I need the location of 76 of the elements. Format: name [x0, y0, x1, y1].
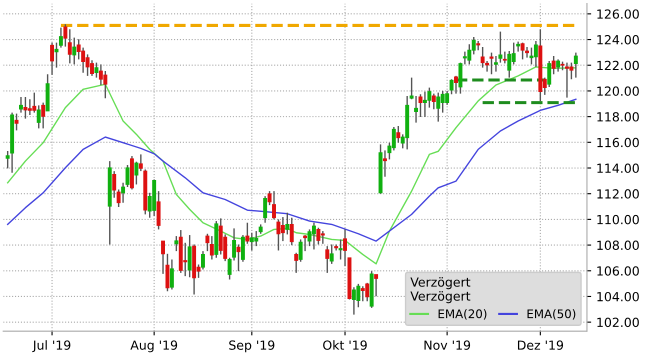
candlestick [72, 36, 76, 66]
candlestick [272, 190, 276, 220]
y-tick-label: 126.00 [597, 9, 639, 19]
y-tick-label: 122.00 [597, 60, 639, 70]
x-tick-label: Nov '19 [424, 340, 470, 350]
y-tick-label: 114.00 [597, 163, 639, 173]
candlestick [556, 58, 560, 72]
x-tick-label: Okt '19 [323, 340, 367, 350]
line-series [6, 98, 577, 242]
candlestick [303, 234, 308, 252]
candlestick [161, 240, 165, 275]
candlestick [498, 30, 502, 64]
candlestick [360, 285, 365, 302]
candlestick [36, 104, 41, 130]
candlestick [41, 102, 46, 130]
candlestick [58, 26, 63, 48]
candlestick [476, 40, 480, 51]
candlestick [490, 52, 494, 75]
candlestick [103, 70, 108, 99]
candlestick [165, 253, 170, 292]
y-tick-label: 116.00 [597, 138, 639, 148]
candlestick [365, 282, 370, 302]
candlestick [54, 42, 58, 68]
candlestick [418, 94, 422, 118]
x-tick-label: Sep '19 [229, 340, 274, 352]
legend-label: EMA(50) [528, 309, 576, 320]
x-tick-label: Aug '19 [130, 340, 178, 352]
candlestick [356, 283, 360, 308]
candlestick [338, 238, 343, 260]
candlestick [232, 228, 236, 262]
candlestick [285, 212, 290, 236]
candlestick [374, 274, 378, 297]
candlestick [236, 244, 240, 272]
y-tick-label: 108.00 [597, 240, 639, 250]
y-tick-label: 102.00 [597, 318, 639, 328]
candlestick [14, 112, 19, 132]
candlestick [188, 234, 192, 278]
candlestick [201, 250, 205, 270]
candlestick [414, 95, 418, 124]
candlestick [392, 126, 396, 152]
candlestick [450, 78, 454, 95]
candlestick [254, 230, 258, 247]
candlestick [312, 222, 316, 250]
candlestick [494, 55, 498, 72]
candlestick [250, 232, 254, 252]
candlestick [263, 195, 268, 224]
candlestick [138, 154, 143, 172]
candlestick [170, 258, 174, 290]
x-tick-label: Jul '19 [32, 340, 70, 352]
candlestick [112, 170, 116, 199]
legend-label: EMA(20) [438, 309, 486, 320]
x-tick-label: Dez '19 [518, 340, 564, 350]
candlestick [174, 235, 178, 252]
candlestick [76, 38, 81, 60]
y-tick-label: 106.00 [597, 266, 639, 276]
candlestick [520, 42, 525, 60]
y-tick-label: 120.00 [597, 86, 639, 96]
candlestick [427, 86, 432, 108]
y-tick-label: 104.00 [597, 292, 639, 302]
candlestick [454, 75, 458, 94]
y-tick-label: 118.00 [597, 112, 639, 122]
legend-title: Verzögert Verzögert [410, 277, 470, 304]
candlestick [480, 46, 485, 68]
candlestick [68, 28, 72, 64]
y-tick-label: 110.00 [597, 214, 639, 224]
candlestick [325, 245, 330, 274]
y-tick-label: 124.00 [597, 35, 639, 44]
candlestick [502, 50, 507, 64]
y-tick-label: 112.00 [597, 189, 639, 199]
candlestick [320, 230, 325, 244]
candlestick [343, 228, 347, 267]
candlestick [574, 52, 578, 78]
candlestick [280, 216, 285, 242]
candlestick [50, 42, 54, 76]
candlestick [525, 46, 529, 58]
candlestick [294, 252, 298, 274]
